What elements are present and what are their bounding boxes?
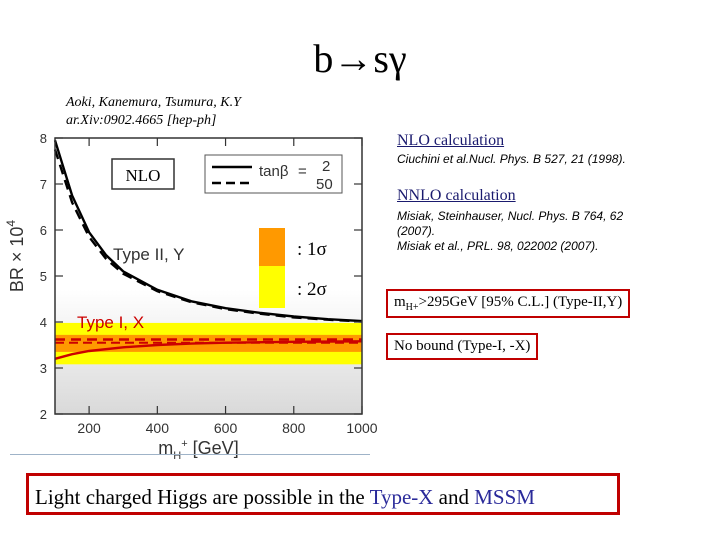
x-tick-label-400: 400 [146, 420, 170, 436]
nnlo-citation-2: (2007). [397, 224, 436, 238]
x-tick-label-1000: 1000 [346, 420, 377, 436]
legend-label-1sigma: : 1σ [297, 239, 327, 260]
x-tick-label-200: 200 [77, 420, 101, 436]
y-tick-label-8: 8 [40, 131, 47, 146]
no-bound-box: No bound (Type-I, -X) [386, 333, 539, 360]
series-line-2 [54, 340, 363, 360]
legend-box [204, 154, 343, 194]
legend-swatch-2sigma [259, 266, 285, 308]
conclusion-type-x: Type-X [369, 485, 434, 509]
legend-equals: = [298, 163, 307, 180]
nlo-heading: NLO calculation [397, 132, 505, 149]
x-axis-label: mH+ [GeV] [158, 438, 238, 460]
legend-value-dashed: 50 [316, 176, 333, 193]
conclusion-text-1: Light charged Higgs are possible in the [35, 485, 370, 509]
legend-label-2sigma: : 2σ [297, 279, 327, 300]
conclusion-text-2: and [433, 485, 475, 509]
legend-symbol: tanβ [259, 163, 289, 180]
br-vs-charged-higgs-mass-chart: 200 400 600 800 1000 2 3 4 5 6 7 8 mH+ [GeV] BR × 10… [4, 131, 378, 460]
conclusion-box: Light charged Higgs are possible in the … [26, 473, 620, 515]
curve-label-type-i-x: Type I, X [77, 313, 144, 332]
mass-bound-box: mH+>295GeV [95% C.L.] (Type-II,Y) [386, 289, 631, 318]
y-axis-label: BR × 104 [4, 220, 27, 293]
bound-text: >295GeV [95% C.L.] (Type-II,Y) [418, 294, 623, 310]
slide-title: b→sγ [313, 36, 407, 81]
legend-swatch-1sigma [259, 228, 285, 266]
nlo-label-box [111, 158, 175, 190]
conclusion-mssm: MSSM [474, 485, 535, 509]
nlo-citation: Ciuchini et al.Nucl. Phys. B 527, 21 (19… [397, 152, 626, 166]
y-tick-label-5: 5 [40, 269, 47, 284]
y-tick-label-6: 6 [40, 223, 47, 238]
bound-mass-subscript: H+ [405, 302, 419, 313]
nlo-label: NLO [126, 166, 161, 185]
curve-label-type-ii-y: Type II, Y [113, 245, 185, 264]
nnlo-citation-3: Misiak et al., PRL. 98, 022002 (2007). [397, 239, 599, 253]
y-tick-label-7: 7 [40, 177, 47, 192]
reference-authors: Aoki, Kanemura, Tsumura, K.Y [66, 95, 241, 110]
divider [10, 454, 370, 455]
y-tick-label-4: 4 [40, 315, 47, 330]
axes: 200 400 600 800 1000 2 3 4 5 6 7 8 [40, 131, 378, 436]
x-tick-label-800: 800 [282, 420, 306, 436]
nnlo-citation-1: Misiak, Steinhauser, Nucl. Phys. B 764, … [397, 209, 624, 223]
reference-arxiv: ar.Xiv:0902.4665 [hep-ph] [66, 113, 217, 128]
bound-mass-symbol: m [394, 294, 406, 310]
legend-value-solid: 2 [322, 158, 330, 175]
series-line-1 [53, 149, 363, 323]
x-tick-label-600: 600 [214, 420, 238, 436]
y-tick-label-2: 2 [40, 407, 47, 422]
nnlo-heading: NNLO calculation [397, 187, 516, 204]
y-tick-label-3: 3 [40, 361, 47, 376]
